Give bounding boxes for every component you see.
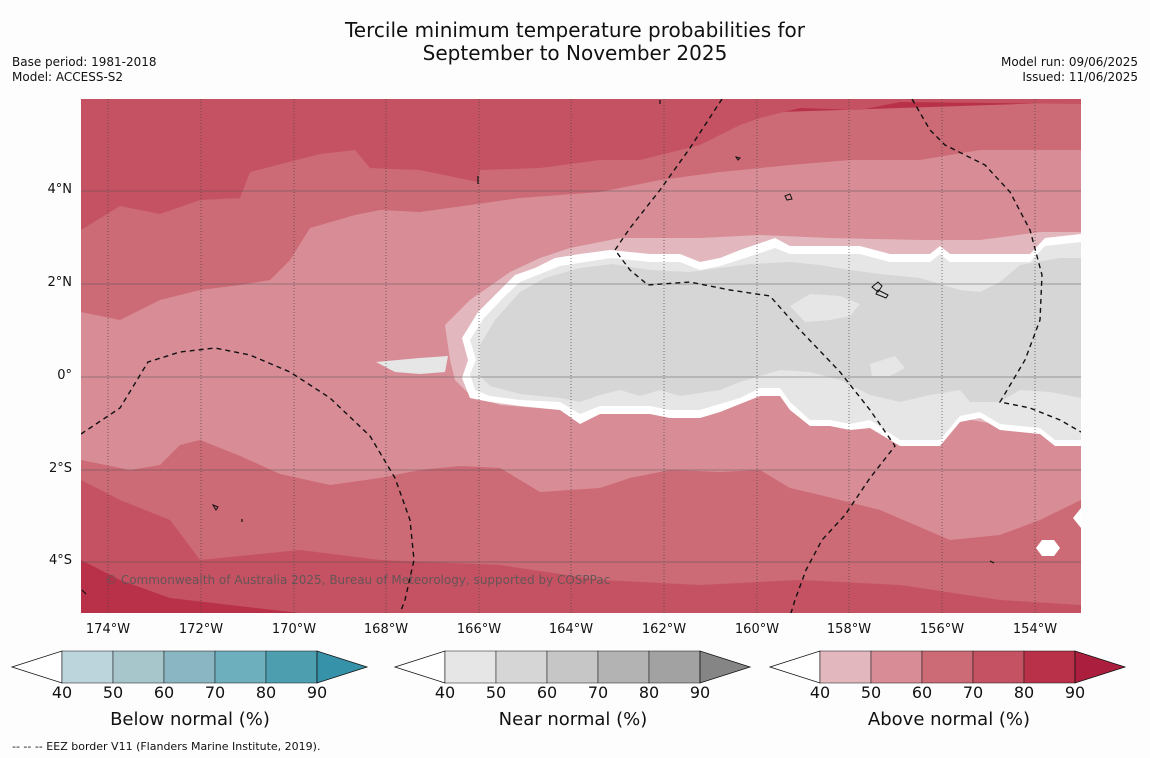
colorbar-segment [819,650,872,684]
colorbar-above-normal [768,650,1127,684]
lon-label: 166°W [456,622,502,637]
lon-label: 174°W [85,622,131,637]
graticule [81,190,1081,563]
cb-tick: 50 [485,683,507,702]
lat-label: 0° [57,368,72,383]
cb-tick: 40 [434,683,456,702]
lat-label: 2°S [48,461,72,476]
band-near-patch-3 [376,356,448,374]
colorbar-segment [61,650,114,684]
lat-label: 2°N [47,275,73,290]
colorbar-segment [648,650,701,684]
blank-patch-edge [1073,508,1081,528]
lon-label: 172°W [178,622,224,637]
model-run-text: Model run: 09/06/2025 [1000,55,1138,69]
band-near-patch-2 [870,356,905,376]
lat-label: 4°S [48,553,72,568]
colorbar-segment [163,650,216,684]
cb-tick: 40 [51,683,73,702]
lat-label: 4°N [47,182,73,197]
land-outlines [81,100,995,595]
band-near-50-60 [480,258,1081,402]
cb-tick: 90 [306,683,328,702]
eez-borders [81,99,1081,613]
above-normal-title: Above normal (%) [867,709,1031,730]
meta-left: Base period: 1981-2018 Model: ACCESS-S2 [12,55,157,85]
band-near-patch-1 [790,294,860,322]
map-title: Tercile minimum temperature probabilitie… [0,19,1150,65]
lon-label: 164°W [548,622,594,637]
colorbar-segment [444,650,497,684]
title-line-1: Tercile minimum temperature probabilitie… [344,18,806,42]
colorbar-near-normal [393,650,752,684]
near-normal-title: Near normal (%) [498,709,648,730]
cb-tick: 90 [689,683,711,702]
band-above-80-south [81,560,300,613]
cb-tick: 80 [255,683,277,702]
colorbar-segment [597,650,650,684]
cb-tick: 40 [809,683,831,702]
cb-tick: 60 [536,683,558,702]
colorbar-extend-high [699,650,752,684]
cb-tick: 50 [102,683,124,702]
model-text: Model: ACCESS-S2 [12,70,124,84]
colorbar-extend-high [1074,650,1127,684]
lon-label: 162°W [641,622,687,637]
colorbar-extend-low [768,650,821,684]
base-period-text: Base period: 1981-2018 [12,55,157,69]
lon-label: 168°W [363,622,409,637]
cb-tick: 70 [204,683,226,702]
blank-patch-east [1036,540,1060,556]
colorbar-extend-low [10,650,63,684]
cb-tick: 90 [1064,683,1086,702]
colorbar-segment [870,650,923,684]
cb-tick: 70 [587,683,609,702]
copyright-text: © Commonwealth of Australia 2025, Bureau… [105,573,611,587]
cb-tick: 70 [962,683,984,702]
issued-text: Issued: 11/06/2025 [1022,70,1138,84]
colorbar-segment [112,650,165,684]
colorbar-segment [1023,650,1076,684]
lon-label: 154°W [1012,622,1058,637]
colorbar-below-normal [10,650,369,684]
lon-label: 158°W [826,622,872,637]
colorbar-segment [972,650,1025,684]
cb-tick: 60 [153,683,175,702]
lon-label: 160°W [734,622,780,637]
lon-label: 170°W [271,622,317,637]
colorbar-extend-low [393,650,446,684]
cb-tick: 80 [1013,683,1035,702]
meta-right: Model run: 09/06/2025 Issued: 11/06/2025 [1001,55,1138,85]
title-line-2: September to November 2025 [422,41,728,65]
lon-label: 156°W [919,622,965,637]
band-above-70-north [81,99,1081,230]
islands [211,156,889,511]
band-above-70-south [81,480,1081,613]
below-normal-title: Below normal (%) [110,709,270,730]
colorbar-segment [265,650,318,684]
colorbar-segment [214,650,267,684]
colorbar-segment [546,650,599,684]
cb-tick: 80 [638,683,660,702]
colorbar-segment [495,650,548,684]
colorbar-segment [921,650,974,684]
eez-footnote: -- -- -- EEZ border V11 (Flanders Marine… [12,740,321,753]
probability-map [81,99,1081,613]
cb-tick: 50 [860,683,882,702]
cb-tick: 60 [911,683,933,702]
colorbar-extend-high [316,650,369,684]
